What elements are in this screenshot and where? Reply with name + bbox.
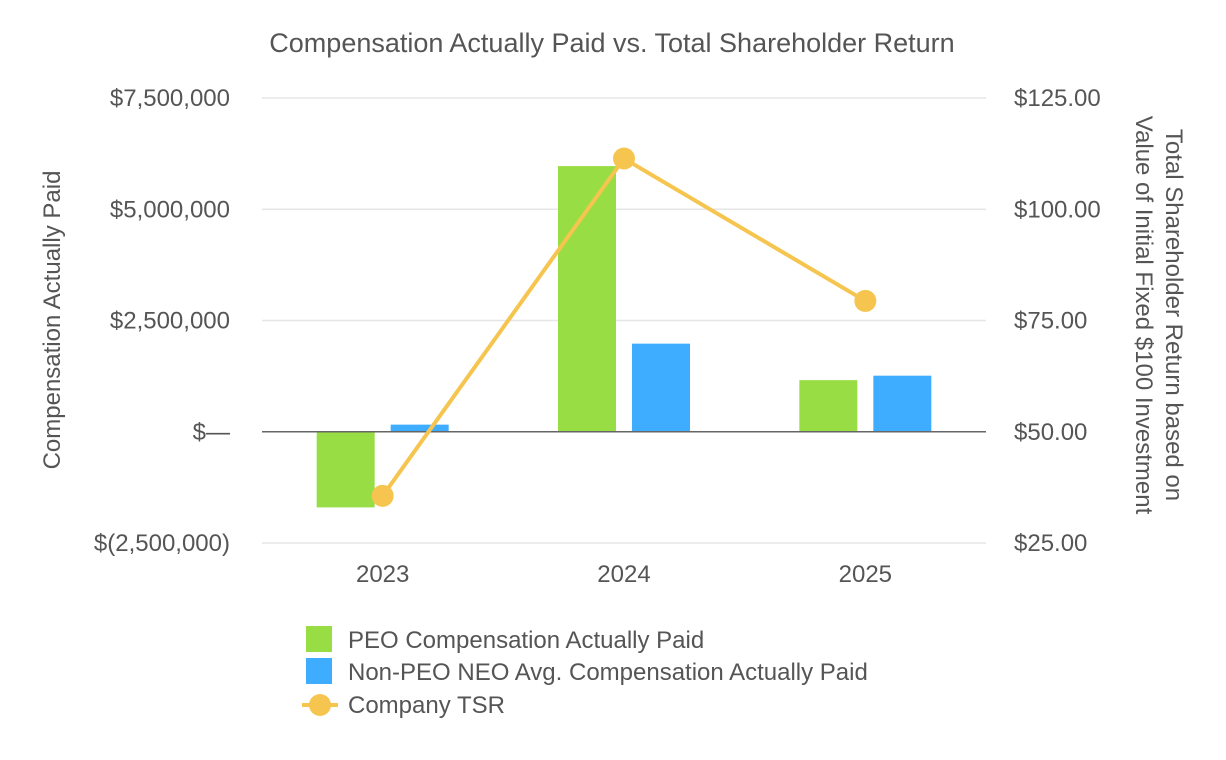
tsr-point	[613, 147, 635, 170]
y2-tick-label: $50.00	[1014, 419, 1087, 446]
y-tick-label: $2,500,000	[110, 308, 230, 335]
left-axis-ticks: $(2,500,000) $— $2,500,000 $5,000,000 $7,500…	[94, 85, 230, 557]
tsr-line-group	[371, 147, 877, 507]
bar-peo	[316, 431, 375, 508]
tsr-point	[854, 289, 877, 312]
tsr-point	[371, 484, 394, 507]
y2-tick-label: $100.00	[1014, 196, 1101, 223]
right-axis-title-line1: Total Shareholder Return based on	[1160, 129, 1187, 501]
y-tick-label: $5,000,000	[110, 196, 230, 223]
y-tick-label: $—	[193, 419, 230, 446]
legend-label-peo: PEO Compensation Actually Paid	[348, 627, 704, 654]
legend-label-non-peo: Non-PEO NEO Avg. Compensation Actually P…	[348, 659, 868, 686]
bar-non-peo	[873, 375, 932, 432]
legend: PEO Compensation Actually Paid Non-PEO N…	[302, 626, 868, 719]
x-axis-ticks: 2023 2024 2025	[356, 561, 892, 588]
y-tick-label: $7,500,000	[110, 85, 230, 112]
x-tick-label: 2025	[839, 561, 892, 588]
legend-swatch-peo	[306, 626, 332, 652]
bar-non-peo	[390, 424, 449, 432]
right-axis-title-line2: Value of Initial Fixed $100 Investment	[1130, 116, 1157, 515]
legend-marker-tsr	[309, 694, 331, 716]
y2-tick-label: $25.00	[1014, 530, 1087, 557]
x-tick-label: 2023	[356, 561, 409, 588]
legend-label-tsr: Company TSR	[348, 692, 505, 719]
bar-peo	[558, 166, 616, 432]
gridlines	[262, 97, 986, 544]
bar-non-peo	[632, 343, 690, 432]
y-tick-label: $(2,500,000)	[94, 530, 230, 557]
bars	[316, 166, 932, 508]
bar-peo	[799, 380, 858, 432]
y2-tick-label: $125.00	[1014, 85, 1101, 112]
x-tick-label: 2024	[597, 561, 650, 588]
y2-tick-label: $75.00	[1014, 308, 1087, 335]
left-axis-title: Compensation Actually Paid	[39, 171, 66, 470]
chart-title: Compensation Actually Paid vs. Total Sha…	[269, 28, 954, 58]
legend-swatch-non-peo	[306, 658, 332, 684]
right-axis-ticks: $25.00 $50.00 $75.00 $100.00 $125.00	[1014, 85, 1101, 557]
